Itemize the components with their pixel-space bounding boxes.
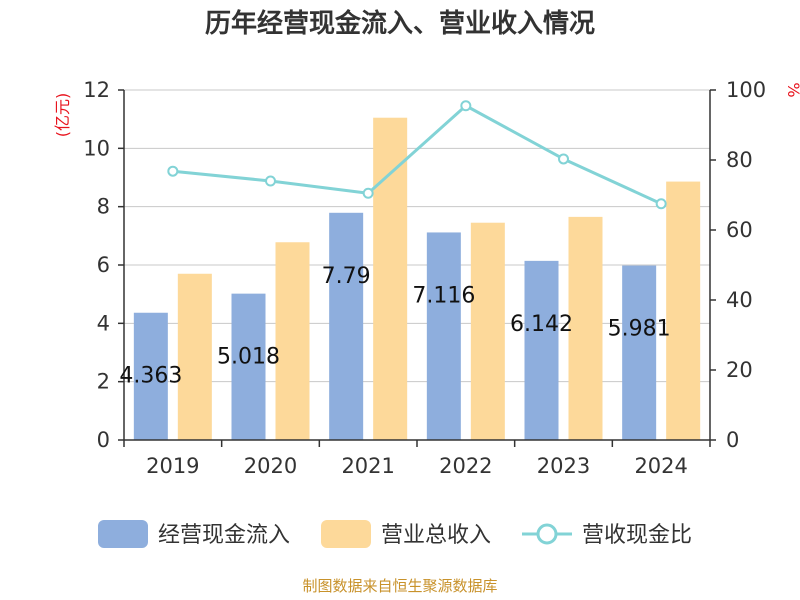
right-tick-label: 40 [726,288,753,312]
legend-item-cash-inflow[interactable]: 经营现金流入 [98,520,290,548]
point-ratio[interactable] [460,100,472,112]
legend-swatch-cash-inflow [98,520,148,548]
data-label-cash-inflow: 5.981 [608,317,671,342]
left-tick-label: 8 [97,195,110,219]
left-axis-unit: (亿元) [53,93,72,138]
x-tick-label: 2022 [439,454,492,478]
legend-swatch-ratio-marker [536,523,558,545]
data-label-cash-inflow: 4.363 [119,364,182,389]
chart-title: 历年经营现金流入、营业收入情况 [205,8,595,39]
bar-revenue[interactable] [568,216,603,440]
line-ratio-path [172,104,662,206]
x-tick-label: 2024 [634,454,687,478]
right-tick-label: 0 [726,428,739,452]
bar-revenue[interactable] [177,273,212,440]
legend: 经营现金流入 营业总收入 营收现金比 [98,520,692,548]
right-tick-label: 80 [726,148,753,172]
right-tick-label: 60 [726,218,753,242]
x-tick-label: 2020 [244,454,297,478]
legend-swatch-revenue [321,520,371,548]
point-ratio[interactable] [558,153,569,165]
bar-revenue[interactable] [666,181,701,441]
bar-cash-inflow[interactable] [231,293,266,440]
bar-cash-inflow[interactable] [524,260,559,440]
left-tick-label: 12 [83,78,110,102]
left-tick-label: 10 [83,136,110,160]
axes: 0 2 4 6 8 10 12 0 20 40 60 80 100 2019 2020 2021 2022 202… [83,78,766,478]
bar-cash-inflow[interactable] [622,265,657,440]
data-label-cash-inflow: 7.116 [412,283,475,308]
bar-cash-inflow[interactable] [329,212,364,440]
right-axis-unit: % [784,82,800,97]
x-tick-label: 2023 [537,454,590,478]
left-tick-label: 4 [97,311,110,335]
point-ratio[interactable] [265,175,276,187]
point-ratio[interactable] [167,165,179,177]
bar-revenue[interactable] [373,117,408,440]
bar-cash-inflow[interactable] [426,232,461,440]
left-tick-label: 0 [97,428,110,452]
legend-label-revenue: 营业总收入 [381,523,491,548]
line-series [167,100,667,210]
data-labels: 4.363 5.018 7.79 7.116 6.142 5.981 [119,264,670,389]
left-tick-label: 6 [97,253,110,277]
data-label-cash-inflow: 5.018 [217,345,280,370]
right-tick-label: 20 [726,358,753,382]
legend-label-ratio: 营收现金比 [582,523,692,548]
data-label-cash-inflow: 6.142 [510,312,573,337]
point-ratio[interactable] [655,198,667,210]
left-tick-label: 2 [97,370,110,394]
legend-item-ratio[interactable]: 营收现金比 [522,523,692,548]
bar-revenue[interactable] [470,222,505,440]
bar-revenue[interactable] [275,242,310,440]
right-tick-label: 100 [726,78,766,102]
bars [133,117,701,441]
x-tick-label: 2019 [146,454,199,478]
legend-item-revenue[interactable]: 营业总收入 [321,520,491,548]
data-label-cash-inflow: 7.79 [322,264,371,289]
source-footer: 制图数据来自恒生聚源数据库 [302,577,497,595]
point-ratio[interactable] [362,187,374,199]
x-tick-label: 2021 [341,454,394,478]
bar-cash-inflow[interactable] [133,312,168,440]
legend-label-cash-inflow: 经营现金流入 [158,523,290,548]
